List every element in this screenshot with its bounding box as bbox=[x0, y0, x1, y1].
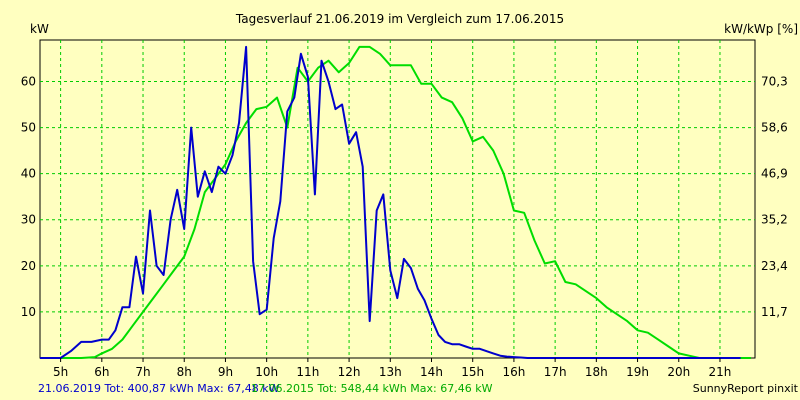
y-tick-label-right: 46,9 bbox=[761, 167, 788, 181]
x-tick-label: 10h bbox=[255, 365, 278, 379]
x-axis-ticks: 5h 6h 7h 8h 9h 10h 11h 12h 13h 14h 15h 16h 17h 18h 19h… bbox=[53, 358, 731, 379]
y-axis-right-label: kW/kWp [%] bbox=[724, 22, 798, 36]
y-tick-label-left: 10 bbox=[21, 305, 36, 319]
x-tick-label: 11h bbox=[296, 365, 319, 379]
series-line-2015 bbox=[40, 45, 751, 359]
x-tick-label: 9h bbox=[218, 365, 233, 379]
x-tick-label: 7h bbox=[135, 365, 150, 379]
y-axis-left-ticks: 10 20 30 40 50 60 bbox=[21, 74, 36, 318]
series-line-2019 bbox=[40, 45, 741, 359]
plot-area bbox=[39, 39, 756, 359]
x-tick-label: 13h bbox=[379, 365, 402, 379]
y-tick-label-right: 23,4 bbox=[761, 259, 788, 273]
x-tick-label: 8h bbox=[177, 365, 192, 379]
x-tick-label: 21h bbox=[709, 365, 732, 379]
x-tick-label: 12h bbox=[338, 365, 361, 379]
x-tick-label: 5h bbox=[53, 365, 68, 379]
legend-series-2019: 21.06.2019 Tot: 400,87 kWh Max: 67,48 kW bbox=[38, 382, 280, 395]
x-tick-label: 17h bbox=[544, 365, 567, 379]
y-axis-right-ticks: 11,7 23,4 35,2 46,9 58,6 70,3 bbox=[761, 74, 788, 318]
x-tick-label: 16h bbox=[502, 365, 525, 379]
credit-text: SunnyReport pinxit bbox=[693, 382, 799, 395]
y-tick-label-right: 35,2 bbox=[761, 213, 788, 227]
x-tick-label: 14h bbox=[420, 365, 443, 379]
y-tick-label-left: 50 bbox=[21, 121, 36, 135]
x-tick-label: 19h bbox=[626, 365, 649, 379]
y-tick-label-left: 30 bbox=[21, 213, 36, 227]
y-tick-label-left: 40 bbox=[21, 167, 36, 181]
y-tick-label-right: 11,7 bbox=[761, 305, 788, 319]
x-tick-label: 18h bbox=[585, 365, 608, 379]
x-tick-label: 15h bbox=[461, 365, 484, 379]
y-tick-label-left: 20 bbox=[21, 259, 36, 273]
y-tick-label-right: 70,3 bbox=[761, 74, 788, 88]
y-tick-label-right: 58,6 bbox=[761, 121, 788, 135]
y-tick-label-left: 60 bbox=[21, 74, 36, 88]
x-tick-label: 6h bbox=[94, 365, 109, 379]
x-tick-label: 20h bbox=[667, 365, 690, 379]
chart-title: Tagesverlauf 21.06.2019 im Vergleich zum… bbox=[235, 12, 564, 26]
legend-series-2015: 17.06.2015 Tot: 548,44 kWh Max: 67,46 kW bbox=[251, 382, 493, 395]
plot-frame bbox=[39, 39, 756, 359]
y-axis-left-label: kW bbox=[30, 22, 49, 36]
